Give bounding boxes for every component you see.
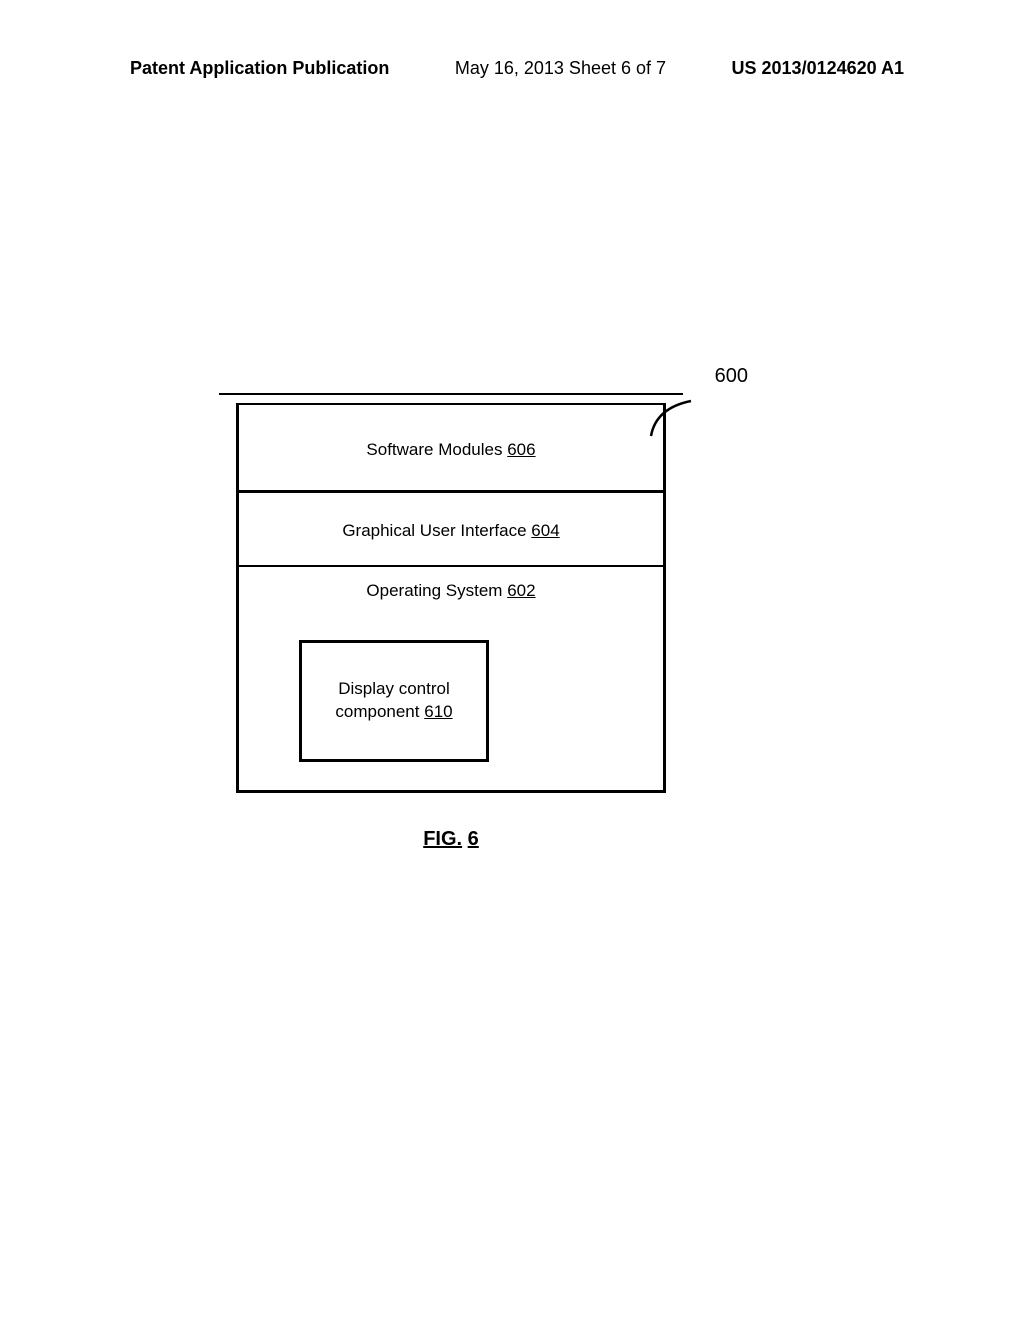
page-header: Patent Application Publication May 16, 2… [0,58,1024,79]
inner-box-ref: 610 [424,702,452,721]
layer-ref: 604 [531,521,559,540]
diagram-ref-number: 600 [715,365,748,388]
figure-caption: FIG. 6 [236,828,666,851]
figure-number: 6 [468,828,479,850]
top-divider-line [219,393,683,395]
inner-box-line1: Display control [312,678,476,701]
header-date-sheet: May 16, 2013 Sheet 6 of 7 [455,58,666,79]
inner-box-area: Display control component 610 [239,615,663,790]
layer-label: Graphical User Interface [342,521,526,540]
layer-software-modules: Software Modules 606 [239,405,663,493]
layer-ref: 606 [507,440,535,459]
display-control-box: Display control component 610 [299,640,489,762]
header-publication-type: Patent Application Publication [130,58,389,79]
layer-os: Operating System 602 [239,567,663,615]
inner-box-line2: component 610 [312,701,476,724]
layer-label: Operating System [366,581,502,600]
layer-label: Software Modules [366,440,502,459]
layer-gui: Graphical User Interface 604 [239,493,663,567]
main-stack-box: Software Modules 606 Graphical User Inte… [236,403,666,793]
figure-prefix: FIG. [423,828,462,850]
diagram-600: 600 Software Modules 606 Graphical User … [236,403,666,851]
header-publication-number: US 2013/0124620 A1 [732,58,904,79]
layer-ref: 602 [507,581,535,600]
